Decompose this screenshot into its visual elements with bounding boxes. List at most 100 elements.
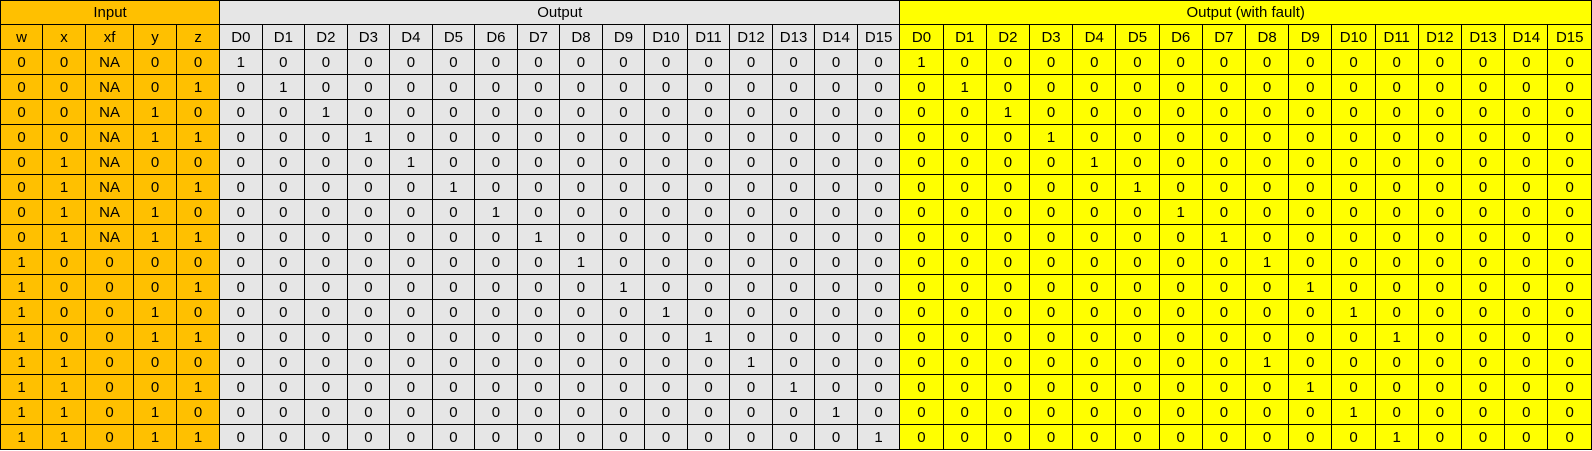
fault-output-cell: 0: [1331, 324, 1376, 350]
output-cell: 0: [516, 399, 561, 425]
output-cell: 0: [389, 324, 433, 350]
fault-output-cell: 0: [1158, 424, 1203, 450]
output-cell: 0: [346, 349, 391, 375]
output-cell: 0: [431, 149, 476, 175]
output-cell: 0: [389, 349, 433, 375]
output-cell: 0: [431, 274, 476, 300]
input-cell: 0: [0, 49, 44, 75]
output-cell: 0: [304, 349, 348, 375]
fault-output-cell: 0: [1374, 224, 1419, 250]
fault-column-header: D3: [1028, 24, 1074, 50]
output-cell: 0: [601, 199, 646, 225]
fault-output-cell: 0: [899, 224, 944, 250]
fault-output-cell: 0: [1374, 399, 1419, 425]
output-cell: 0: [644, 199, 688, 225]
fault-output-cell: 1: [1374, 324, 1419, 350]
fault-output-cell: 1: [1072, 149, 1117, 175]
fault-output-cell: 0: [1072, 299, 1117, 325]
output-cell: 0: [431, 324, 476, 350]
fault-output-cell: 0: [1288, 249, 1333, 275]
fault-output-cell: 0: [1244, 199, 1290, 225]
fault-output-cell: 0: [1072, 399, 1117, 425]
output-cell: 0: [261, 149, 306, 175]
fault-output-cell: 0: [1028, 349, 1074, 375]
fault-column-header: D6: [1158, 24, 1203, 50]
output-cell: 0: [474, 99, 518, 125]
output-cell: 0: [261, 324, 306, 350]
fault-output-cell: 0: [1028, 424, 1074, 450]
output-cell: 0: [389, 299, 433, 325]
input-cell: 0: [0, 124, 44, 150]
output-cell: 0: [346, 274, 391, 300]
output-cell: 0: [729, 274, 773, 300]
fault-output-cell: 0: [942, 174, 987, 200]
fault-output-cell: 0: [1158, 99, 1203, 125]
output-cell: 0: [304, 249, 348, 275]
output-cell: 0: [686, 149, 731, 175]
fault-output-cell: 0: [1115, 99, 1160, 125]
output-cell: 0: [474, 399, 518, 425]
output-cell: 0: [686, 424, 731, 450]
output-cell: 0: [686, 274, 731, 300]
output-cell: 1: [686, 324, 731, 350]
output-cell: 0: [304, 74, 348, 100]
fault-output-cell: 0: [1547, 124, 1592, 150]
output-cell: 0: [346, 149, 391, 175]
fault-output-cell: 0: [1158, 349, 1203, 375]
output-cell: 0: [516, 424, 561, 450]
output-cell: 0: [346, 324, 391, 350]
output-cell: 0: [346, 49, 391, 75]
fault-output-cell: 0: [1417, 174, 1463, 200]
input-cell: 0: [0, 224, 44, 250]
output-cell: 0: [389, 424, 433, 450]
output-cell: 0: [601, 99, 646, 125]
fault-column-header: D13: [1460, 24, 1506, 50]
fault-output-cell: 0: [1547, 74, 1592, 100]
fault-output-cell: 0: [1201, 74, 1246, 100]
fault-output-cell: 0: [1460, 199, 1506, 225]
output-cell: 0: [516, 49, 561, 75]
output-cell: 0: [261, 374, 306, 400]
output-cell: 0: [729, 124, 773, 150]
input-cell: 0: [0, 149, 44, 175]
fault-output-cell: 0: [1460, 299, 1506, 325]
fault-output-cell: 0: [1460, 174, 1506, 200]
fault-output-cell: 0: [1547, 274, 1592, 300]
input-cell: NA: [85, 74, 135, 100]
output-cell: 0: [686, 224, 731, 250]
fault-output-cell: 0: [1072, 224, 1117, 250]
fault-output-cell: 0: [1504, 424, 1549, 450]
output-cell: 0: [516, 149, 561, 175]
fault-output-cell: 0: [1374, 149, 1419, 175]
fault-output-cell: 0: [1547, 324, 1592, 350]
fault-output-cell: 0: [1331, 149, 1376, 175]
output-cell: 0: [686, 199, 731, 225]
fault-output-cell: 0: [1417, 374, 1463, 400]
output-cell: 0: [516, 249, 561, 275]
output-cell: 0: [771, 224, 816, 250]
fault-output-cell: 0: [1072, 174, 1117, 200]
fault-output-cell: 0: [1201, 399, 1246, 425]
fault-output-cell: 0: [1115, 349, 1160, 375]
output-cell: 0: [601, 399, 646, 425]
output-cell: 0: [729, 249, 773, 275]
fault-output-cell: 0: [1158, 174, 1203, 200]
input-cell: 1: [133, 99, 178, 125]
fault-output-cell: 0: [1374, 374, 1419, 400]
fault-output-cell: 0: [1331, 224, 1376, 250]
output-cell: 0: [856, 199, 901, 225]
input-column-header: z: [176, 24, 221, 50]
output-cell: 1: [771, 374, 816, 400]
fault-output-cell: 1: [1288, 274, 1333, 300]
output-cell: 0: [431, 424, 476, 450]
output-cell: 0: [729, 99, 773, 125]
input-cell: 1: [0, 374, 44, 400]
fault-output-cell: 1: [1201, 224, 1246, 250]
fault-output-cell: 0: [1547, 49, 1592, 75]
output-cell: 0: [304, 174, 348, 200]
input-cell: 0: [85, 424, 135, 450]
fault-output-cell: 0: [1028, 299, 1074, 325]
output-cell: 1: [389, 149, 433, 175]
output-cell: 0: [559, 374, 603, 400]
